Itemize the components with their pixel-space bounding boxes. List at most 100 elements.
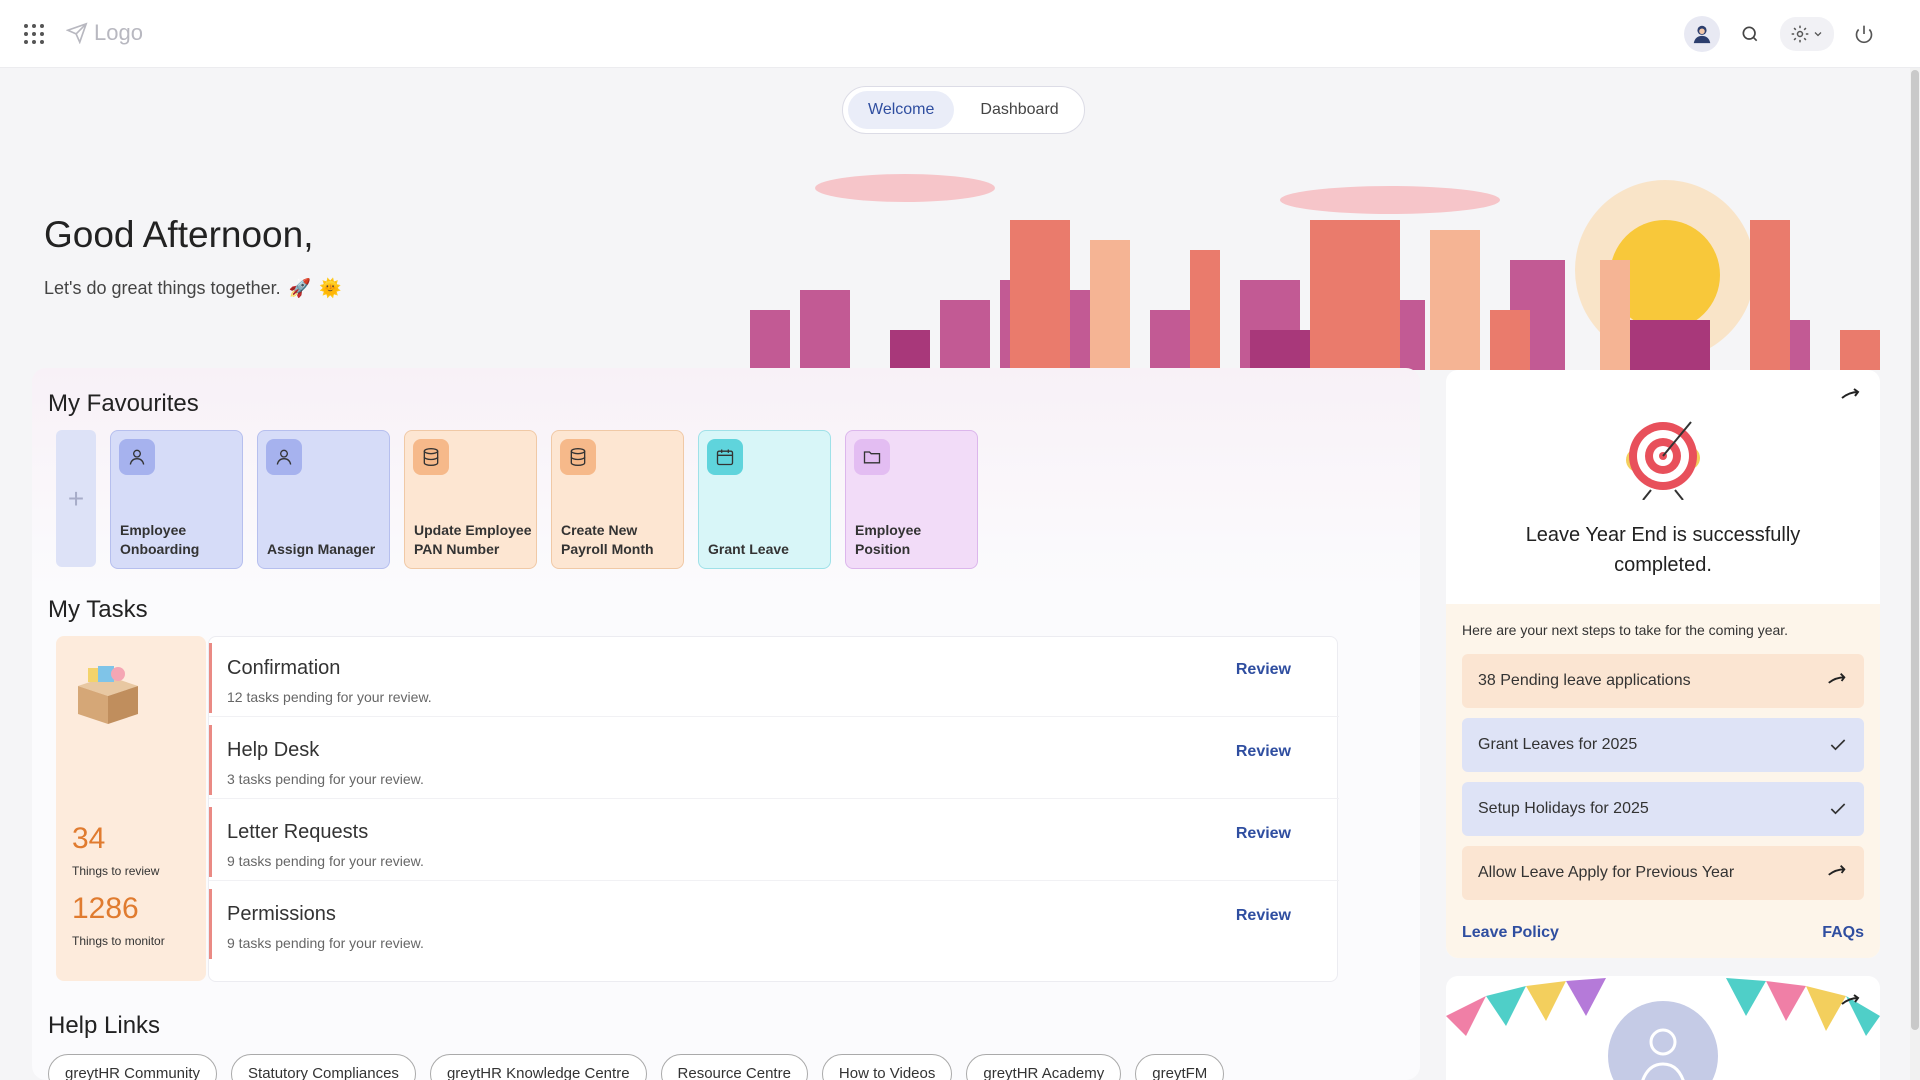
task-list: Confirmation 12 tasks pending for your r…: [208, 636, 1339, 982]
tasks-title: My Tasks: [48, 596, 148, 623]
step-item[interactable]: Grant Leaves for 2025: [1462, 718, 1864, 772]
monitor-count: 1286: [72, 892, 139, 925]
settings-button[interactable]: [1780, 17, 1834, 51]
top-actions: [1684, 16, 1880, 52]
step-label: Allow Leave Apply for Previous Year: [1478, 864, 1735, 881]
task-title: Confirmation: [227, 657, 341, 679]
task-accent-bar: [209, 889, 212, 959]
logout-button[interactable]: [1848, 18, 1880, 50]
step-item[interactable]: Allow Leave Apply for Previous Year: [1462, 846, 1864, 900]
top-bar: Logo: [0, 0, 1920, 68]
task-row: Permissions 9 tasks pending for your rev…: [209, 883, 1339, 963]
search-button[interactable]: [1734, 18, 1766, 50]
task-title: Permissions: [227, 903, 336, 925]
power-icon: [1855, 25, 1873, 44]
database-icon: [560, 439, 596, 475]
paper-plane-icon: [66, 22, 88, 44]
favourite-label: Assign Manager: [267, 541, 376, 557]
logo[interactable]: Logo: [66, 20, 143, 46]
tab-dashboard[interactable]: Dashboard: [980, 101, 1059, 118]
favourite-card[interactable]: Create New Payroll Month: [551, 430, 684, 569]
review-link[interactable]: Review: [1235, 907, 1291, 924]
target-illustration: [1626, 421, 1700, 500]
task-accent-bar: [209, 643, 212, 713]
rocket-emoji: 🚀: [288, 278, 312, 298]
gear-icon: [1791, 25, 1809, 43]
favourite-card[interactable]: Employee Position: [845, 430, 978, 569]
database-icon: [413, 439, 449, 475]
greeting-subtitle: Let's do great things together. 🚀 🌞: [44, 278, 341, 299]
favourite-card[interactable]: Employee Onboarding: [110, 430, 243, 569]
next-steps-section: Here are your next steps to take for the…: [1446, 604, 1880, 958]
leave-year-end-card: Leave Year End is successfully completed…: [1446, 370, 1880, 958]
person-icon: [1693, 25, 1711, 44]
help-link-chip[interactable]: greytHR Community: [48, 1054, 218, 1080]
review-link[interactable]: Review: [1235, 743, 1291, 760]
help-links-row: greytHR Community Statutory Compliances …: [48, 1054, 1225, 1080]
view-tabs: Welcome Dashboard: [842, 86, 1085, 134]
review-count: 34: [72, 822, 106, 855]
user-icon: [266, 439, 302, 475]
user-icon: [119, 439, 155, 475]
box-illustration: [78, 666, 138, 724]
step-label: Grant Leaves for 2025: [1478, 736, 1638, 753]
favourite-card[interactable]: Grant Leave: [698, 430, 831, 569]
subtitle-text: Let's do great things together.: [44, 278, 281, 298]
step-label: Setup Holidays for 2025: [1478, 800, 1649, 817]
task-summary: 34 Things to review 1286 Things to monit…: [56, 636, 206, 981]
review-link[interactable]: Review: [1235, 825, 1291, 842]
folder-icon: [854, 439, 890, 475]
favourites-row: + Employee Onboarding Assign Manager Upd…: [56, 430, 978, 569]
monitor-label: Things to monitor: [72, 934, 165, 948]
bunting-illustration: [1446, 978, 1880, 1080]
sun-emoji: 🌞: [319, 278, 342, 298]
task-row: Confirmation 12 tasks pending for your r…: [209, 637, 1339, 717]
review-link[interactable]: Review: [1235, 661, 1291, 678]
help-link-chip[interactable]: Statutory Compliances: [231, 1054, 416, 1080]
task-subtitle: 9 tasks pending for your review.: [227, 853, 424, 869]
chevron-down-icon: [1814, 32, 1822, 37]
celebration-card: [1446, 976, 1880, 1080]
leave-policy-link[interactable]: Leave Policy: [1462, 924, 1559, 941]
task-row: Help Desk 3 tasks pending for your revie…: [209, 719, 1339, 799]
help-link-chip[interactable]: How to Videos: [821, 1054, 953, 1080]
favourite-label: Update Employee PAN Number: [414, 522, 532, 557]
task-accent-bar: [209, 725, 212, 795]
task-accent-bar: [209, 807, 212, 877]
task-title: Help Desk: [227, 739, 320, 761]
scrollbar-thumb[interactable]: [1911, 70, 1919, 1030]
faqs-link[interactable]: FAQs: [1822, 924, 1864, 941]
help-link-chip[interactable]: greytHR Academy: [966, 1054, 1122, 1080]
task-title: Letter Requests: [227, 821, 369, 843]
help-link-chip[interactable]: Resource Centre: [660, 1054, 808, 1080]
favourite-card[interactable]: Assign Manager: [257, 430, 390, 569]
add-favourite-button[interactable]: +: [56, 430, 96, 567]
arrow-right-icon: [1828, 865, 1846, 876]
task-subtitle: 9 tasks pending for your review.: [227, 935, 424, 951]
favourites-title: My Favourites: [48, 390, 199, 417]
arrow-right-icon: [1828, 673, 1846, 684]
arrow-up-right-icon[interactable]: [1838, 386, 1862, 410]
logo-text: Logo: [94, 20, 143, 45]
step-label: 38 Pending leave applications: [1478, 672, 1691, 689]
next-steps-text: Here are your next steps to take for the…: [1462, 622, 1789, 638]
arrow-up-right-icon[interactable]: [1838, 992, 1862, 1016]
apps-grid-icon[interactable]: [24, 24, 44, 44]
favourite-label: Grant Leave: [708, 541, 789, 557]
user-avatar[interactable]: [1684, 16, 1720, 52]
review-label: Things to review: [72, 864, 160, 878]
favourite-label: Employee Onboarding: [120, 522, 200, 557]
task-subtitle: 3 tasks pending for your review.: [227, 771, 424, 787]
calendar-icon: [707, 439, 743, 475]
step-item[interactable]: Setup Holidays for 2025: [1462, 782, 1864, 836]
tab-welcome[interactable]: Welcome: [848, 91, 955, 129]
help-link-chip[interactable]: greytFM: [1135, 1054, 1225, 1080]
help-link-chip[interactable]: greytHR Knowledge Centre: [429, 1054, 647, 1080]
leave-year-end-title: Leave Year End is successfully completed…: [1525, 524, 1801, 576]
favourite-card[interactable]: Update Employee PAN Number: [404, 430, 537, 569]
step-item[interactable]: 38 Pending leave applications: [1462, 654, 1864, 708]
check-icon: [1830, 803, 1846, 815]
check-icon: [1830, 739, 1846, 751]
search-icon: [1742, 26, 1758, 42]
task-subtitle: 12 tasks pending for your review.: [227, 689, 432, 705]
